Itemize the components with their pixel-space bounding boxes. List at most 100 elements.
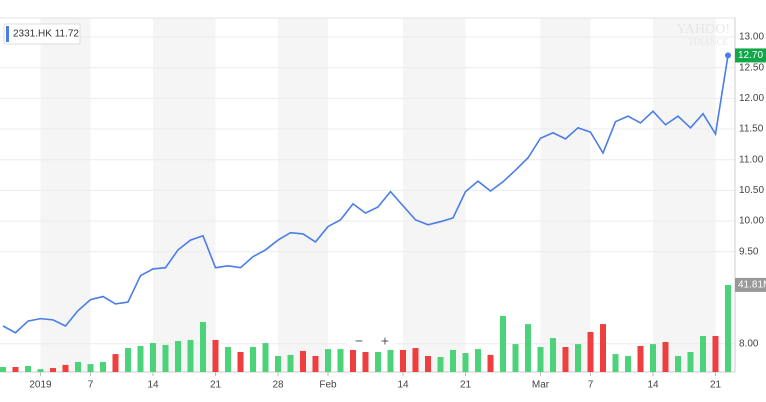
grid-band bbox=[278, 18, 328, 372]
legend-label: 2331.HK 11.72 bbox=[13, 29, 79, 40]
value-label-box bbox=[735, 277, 766, 292]
zoom-control bbox=[346, 334, 396, 350]
volume-bar bbox=[337, 349, 344, 372]
last-point bbox=[725, 52, 731, 59]
y-tick-label: 10.50 bbox=[739, 185, 764, 196]
y-tick-label: 8.00 bbox=[739, 338, 759, 349]
volume-bar bbox=[75, 362, 81, 372]
volume-bar bbox=[600, 324, 606, 372]
volume-bar bbox=[462, 353, 469, 372]
volume-bar bbox=[125, 348, 131, 372]
watermark: FINANCE bbox=[689, 37, 729, 47]
grid-band bbox=[403, 18, 466, 372]
y-tick-label: 9.50 bbox=[739, 246, 759, 257]
y-tick-label: 12.50 bbox=[739, 62, 764, 73]
plot: 8.00 9.50 10.00 10.50 11.00 11.50 12.00 12.50 13… bbox=[0, 18, 766, 391]
x-tick-label: 7 bbox=[88, 380, 94, 391]
volume-bar bbox=[212, 339, 219, 372]
volume-bar bbox=[525, 324, 531, 372]
volume-bar bbox=[225, 347, 231, 372]
value-label-box bbox=[735, 48, 766, 63]
volume-bar bbox=[437, 357, 444, 372]
x-tick-label: 21 bbox=[460, 380, 472, 391]
volume-bar bbox=[700, 335, 706, 372]
x-tick-label: 21 bbox=[210, 380, 222, 391]
x-tick-label: 28 bbox=[272, 380, 284, 391]
volume-bar bbox=[162, 344, 169, 372]
volume-bar bbox=[512, 344, 519, 372]
x-tick-label: 21 bbox=[710, 380, 722, 391]
grid-band bbox=[653, 18, 716, 372]
background bbox=[0, 17, 735, 372]
volume-bar bbox=[575, 344, 581, 372]
volume-bar bbox=[175, 340, 181, 372]
y-tick-label: 13.00 bbox=[739, 32, 764, 43]
volume-bar bbox=[350, 349, 356, 372]
x-tick-label: 7 bbox=[588, 380, 594, 391]
zoom-out[interactable]: − bbox=[355, 333, 363, 349]
x-tick-label: Mar bbox=[532, 380, 550, 391]
volume-bar bbox=[587, 332, 594, 372]
y-tick-label: 11.50 bbox=[739, 124, 764, 135]
volume-bar bbox=[475, 349, 481, 372]
volume-bar bbox=[375, 352, 381, 372]
legend-box bbox=[3, 23, 81, 45]
grid-band bbox=[540, 18, 591, 372]
volume-bar bbox=[450, 349, 456, 372]
volume-bar bbox=[250, 347, 256, 372]
x-tick-label: 14 bbox=[147, 380, 159, 391]
volume-bar bbox=[712, 335, 719, 372]
volume-bar bbox=[87, 364, 94, 372]
value-label: 12.70 bbox=[738, 50, 763, 61]
volume-bar bbox=[500, 315, 506, 372]
volume-bar bbox=[12, 367, 19, 372]
volume-bar bbox=[25, 365, 31, 372]
volume-bar bbox=[400, 349, 406, 372]
volume-bar bbox=[362, 352, 369, 372]
volume-bar bbox=[550, 338, 556, 372]
y-tick-label: 11.00 bbox=[739, 154, 764, 165]
x-tick-label: 2019 bbox=[29, 380, 52, 391]
volume-bar bbox=[312, 355, 319, 372]
grid-band bbox=[40, 18, 91, 372]
y-tick-label: 10.00 bbox=[739, 216, 764, 227]
volume-bar bbox=[237, 352, 244, 372]
volume-bar bbox=[637, 345, 644, 372]
volume-bar bbox=[687, 352, 694, 372]
volume-bar bbox=[50, 368, 56, 372]
volume-bar bbox=[387, 349, 394, 372]
volume-bar bbox=[37, 369, 44, 372]
x-tick-label: 14 bbox=[647, 380, 659, 391]
volume-bar bbox=[275, 355, 281, 372]
volume-bar bbox=[650, 344, 656, 372]
zoom-in[interactable]: + bbox=[381, 333, 389, 349]
volume-bar bbox=[200, 322, 206, 372]
volume-bar bbox=[62, 364, 69, 372]
legend-swatch bbox=[6, 26, 9, 42]
volume-bar bbox=[137, 345, 144, 372]
volume-bar bbox=[287, 354, 294, 372]
volume-bar bbox=[412, 348, 419, 372]
volume-bar bbox=[612, 354, 619, 372]
watermark: YAHOO! bbox=[676, 22, 730, 37]
x-tick-label: 14 bbox=[397, 380, 409, 391]
volume-bar bbox=[0, 367, 6, 372]
volume-bar bbox=[662, 342, 669, 372]
volume-bar bbox=[112, 354, 119, 372]
y-tick-label: 12.00 bbox=[739, 93, 764, 104]
volume-bar bbox=[150, 343, 156, 372]
volume-bar bbox=[725, 284, 731, 372]
volume-bar bbox=[262, 343, 269, 372]
volume-bar bbox=[187, 339, 194, 372]
volume-bar bbox=[487, 354, 494, 372]
volume-bar bbox=[562, 347, 569, 372]
price-line bbox=[2, 55, 729, 334]
value-label: 41.81M bbox=[738, 280, 766, 291]
volume-bar bbox=[537, 347, 544, 372]
volume-bar bbox=[325, 349, 331, 372]
grid-band bbox=[153, 18, 216, 372]
volume-bar bbox=[300, 350, 306, 372]
volume-bar bbox=[625, 355, 631, 372]
x-tick-label: Feb bbox=[319, 380, 337, 391]
